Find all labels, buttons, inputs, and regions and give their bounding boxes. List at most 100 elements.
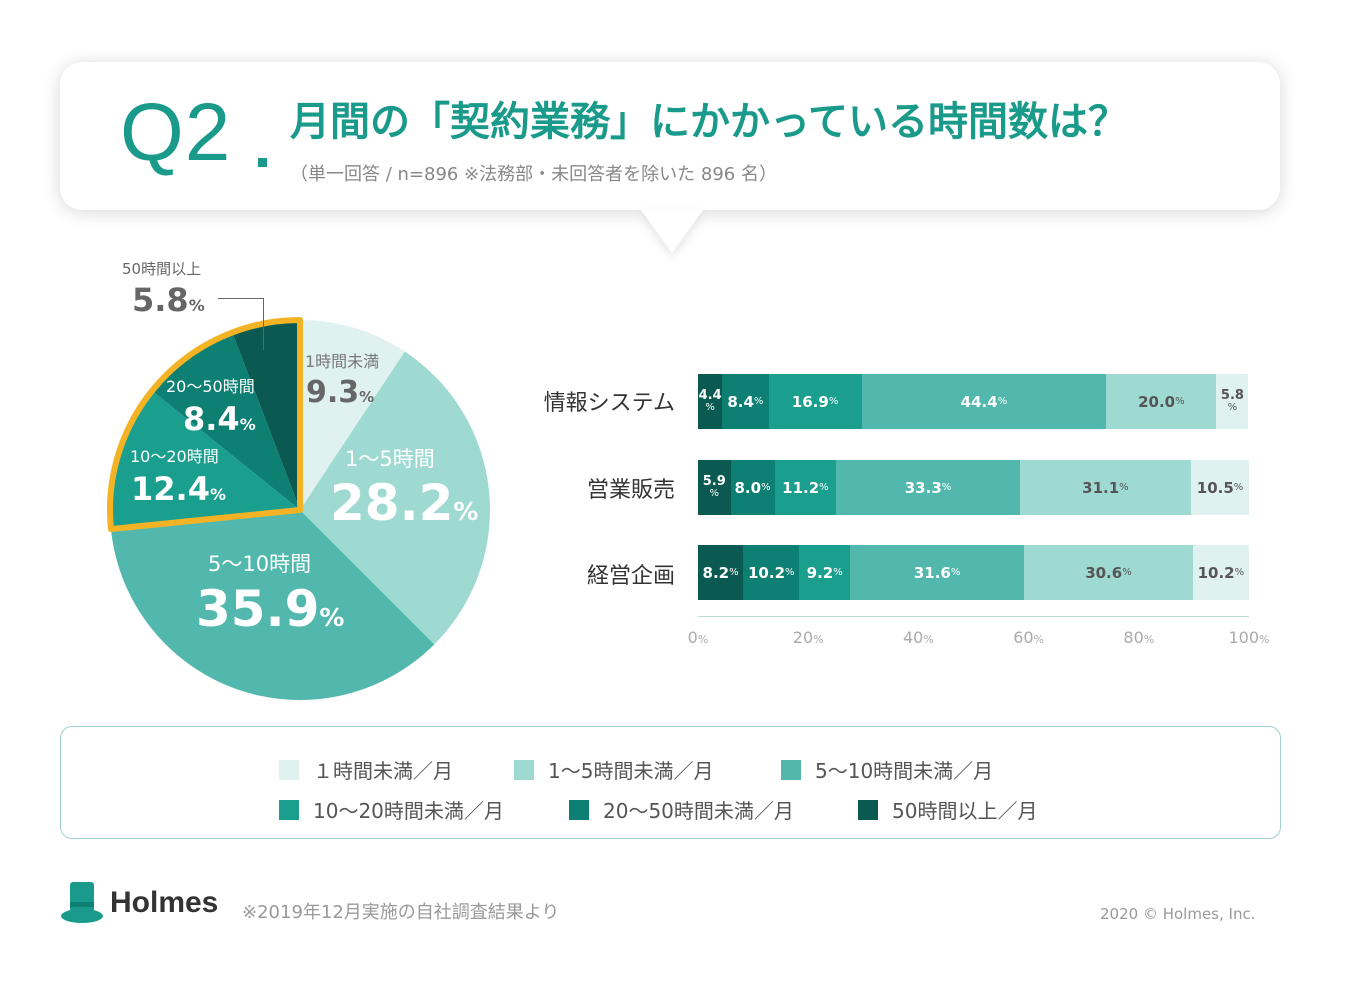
x-tick-label: 80% [1123,628,1155,647]
x-tick-label: 40% [902,628,934,647]
bar-row: 5.9% 8.0% 11.2% 33.3% 31.1% 10.5% [698,460,1249,515]
legend-item: 5〜10時間未満／月 [781,755,993,784]
pie-label-1to5-value: 28.2% [330,474,479,532]
bar-category-label: 営業販売 [586,478,675,503]
bar-segment: 20.0% [1106,374,1217,429]
question-number-dot [258,158,267,167]
pie-label-5to10-value: 35.9% [196,580,345,638]
legend-item: 50時間以上／月 [858,795,1037,824]
legend-swatch [279,799,299,820]
page-title: 月間の「契約業務」にかかっている時間数は？ [290,99,1128,145]
bar-data-unit: % [1119,482,1129,493]
bar-data-label: 5.9 [702,474,726,490]
bar-segment: 8.2% [698,545,744,600]
bar-data-unit: % [785,567,795,578]
legend: １時間未満／月 1〜5時間未満／月 5〜10時間未満／月 10〜20時間未満／月… [60,726,1281,839]
pie-slice-5to10 [110,510,435,700]
bar-segment: 30.6% [1024,545,1193,600]
bar-data-label: 44.4 [960,392,998,411]
bar-segment: 5.8% [1216,374,1249,429]
bar-data-unit: % [1233,482,1244,493]
question-number: Q2 [120,87,232,178]
brand-name: Holmes [110,886,219,919]
bar-data-unit: % [1175,396,1185,407]
legend-swatch [514,759,534,780]
x-tick-label: 60% [1013,628,1044,647]
bar-data-unit: % [997,396,1008,407]
pie-label-20to50-value: 8.4% [183,400,256,438]
bar-data-unit: % [819,482,829,493]
pie-label-50plus-value: 5.8% [132,281,205,319]
legend-swatch [781,759,801,780]
legend-item: 1〜5時間未満／月 [514,755,713,784]
bar-segment: 4.4% [698,374,723,429]
x-axis-line [698,616,1249,617]
bar-data-unit: % [705,402,715,414]
pie-label-under1-category: 1時間未満 [305,352,380,371]
survey-footnote: ※2019年12月実施の自社調査結果より [242,902,560,923]
legend-label: 10〜20時間未満／月 [313,799,504,823]
pie-label-1to5-category: 1〜5時間 [345,447,435,471]
pie-leader-line-vertical [263,298,264,350]
bar-data-label: 10.5 [1196,478,1234,497]
bar-data-unit: % [729,567,739,578]
bar-data-unit: % [833,567,843,578]
bar-data-label: 33.3 [904,478,942,497]
bar-data-unit: % [1122,567,1132,578]
bar-segment: 31.6% [850,545,1025,600]
legend-label: 20〜50時間未満／月 [603,799,794,823]
pie-slice-50plus [232,320,300,510]
bar-segment: 10.2% [743,545,800,600]
bar-row: 8.2% 10.2% 9.2% 31.6% 30.6% 10.2% [698,545,1249,600]
bar-segment: 9.2% [799,545,851,600]
x-tick-label: 100% [1228,628,1270,647]
bar-data-unit: % [828,396,839,407]
top-hat-icon [61,882,103,923]
bar-data-label: 10.2 [1197,563,1235,582]
bubble-tail [640,209,704,253]
pie-label-10to20-category: 10〜20時間 [130,447,219,466]
bar-segment: 10.2% [1192,545,1249,600]
pie-label-10to20-value: 12.4% [131,470,226,508]
bar-data-unit: % [1234,567,1245,578]
bar-data-label: 31.1 [1082,478,1120,497]
bar-segment: 44.4% [861,374,1107,429]
legend-label: 1〜5時間未満／月 [548,759,714,783]
pie-chart [107,317,490,700]
legend-swatch [279,759,299,780]
bar-data-label: 8.0 [734,478,762,497]
legend-swatch [858,799,878,820]
x-tick-label: 20% [792,628,824,647]
bar-data-unit: % [761,482,771,493]
bar-data-label: 20.0 [1138,392,1176,411]
legend-swatch [569,799,589,820]
pie-slice-under1 [300,320,405,510]
bar-segment: 10.5% [1191,460,1249,515]
brand-logo: Holmes [60,880,218,926]
legend-item: 20〜50時間未満／月 [569,795,794,824]
bar-data-unit: % [753,396,764,407]
pie-label-5to10-category: 5〜10時間 [208,552,312,576]
bar-segment: 16.9% [768,374,862,429]
legend-label: １時間未満／月 [313,759,453,783]
bar-data-label: 4.4 [698,388,722,404]
bar-data-label: 31.6 [913,563,951,582]
bar-data-label: 8.4 [727,392,754,411]
pie-slice-10to20 [110,390,300,530]
bar-data-label: 30.6 [1085,563,1123,582]
legend-item: 10〜20時間未満／月 [279,795,504,824]
bar-data-unit: % [941,482,952,493]
pie-highlight-outline [107,317,303,533]
bar-data-label: 8.2 [702,563,730,582]
pie-label-50plus-category: 50時間以上 [122,260,202,278]
bar-segment: 31.1% [1019,460,1192,515]
bar-data-label: 9.2 [806,563,834,582]
bar-data-unit: % [950,567,961,578]
bar-segment: 8.0% [730,460,775,515]
bar-data-label: 11.2 [782,478,820,497]
legend-label: 50時間以上／月 [892,799,1038,823]
pie-slice-1to5 [300,351,490,645]
legend-item: １時間未満／月 [279,755,453,784]
bar-segment: 5.9% [698,460,731,515]
page-subtitle: （単一回答 / n=896 ※法務部・未回答者を除いた 896 名） [290,164,777,185]
